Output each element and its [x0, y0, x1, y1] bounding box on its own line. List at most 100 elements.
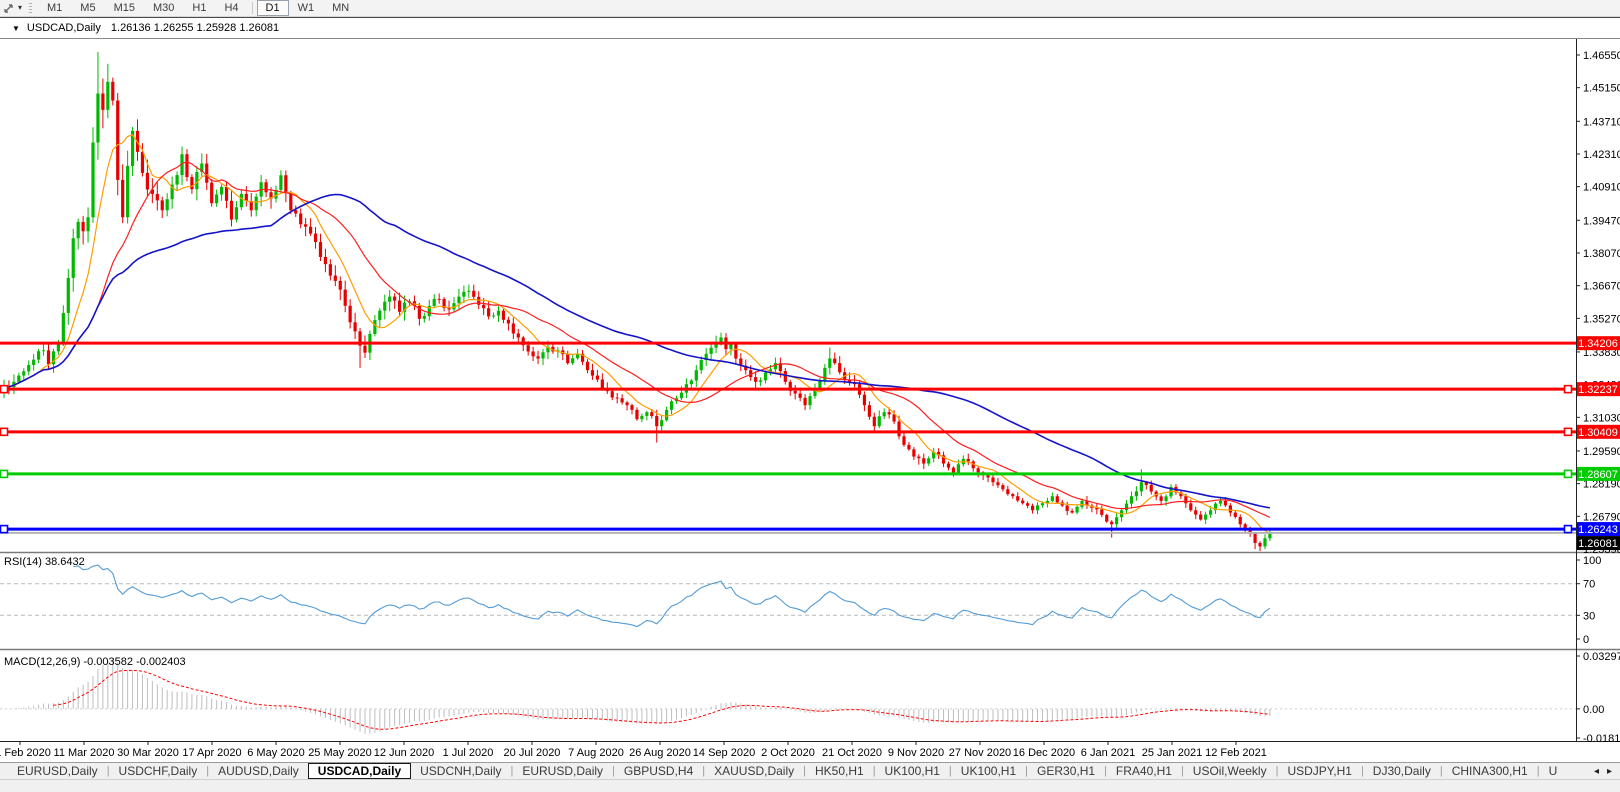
chart-tab-ger30-h1[interactable]: GER30,H1: [1037, 763, 1096, 778]
svg-text:26 Aug 2020: 26 Aug 2020: [629, 747, 691, 759]
chart-tab-hk50-h1[interactable]: HK50,H1: [814, 763, 864, 778]
cursor-tool-icon[interactable]: [3, 2, 17, 14]
tab-scroll-left-button[interactable]: ◂: [1593, 765, 1599, 777]
tab-separator: |: [510, 765, 514, 777]
chart-tab-eurusd-daily[interactable]: EURUSD,Daily: [522, 763, 604, 778]
tab-separator: |: [1360, 765, 1364, 777]
chart-tab-usdcnh-daily[interactable]: USDCNH,Daily: [420, 763, 502, 778]
hline-handle[interactable]: [0, 384, 9, 394]
macd-label: MACD(12,26,9) -0.003582 -0.002403: [4, 656, 186, 668]
svg-text:25 May 2020: 25 May 2020: [308, 747, 372, 759]
svg-text:1.43710: 1.43710: [1583, 116, 1620, 128]
svg-text:17 Apr 2020: 17 Apr 2020: [182, 747, 241, 759]
rsi-label: RSI(14) 38.6432: [4, 556, 85, 568]
svg-text:1.39470: 1.39470: [1583, 215, 1620, 227]
hline-handle[interactable]: [1563, 469, 1573, 479]
svg-text:20 Jul 2020: 20 Jul 2020: [504, 747, 561, 759]
hline-handle[interactable]: [0, 524, 9, 534]
svg-text:1.45150: 1.45150: [1583, 83, 1620, 95]
svg-text:21 Oct 2020: 21 Oct 2020: [822, 747, 882, 759]
svg-text:1 Jul 2020: 1 Jul 2020: [443, 747, 494, 759]
svg-text:27 Nov 2020: 27 Nov 2020: [949, 747, 1011, 759]
chart-tab-eurusd-daily[interactable]: EURUSD,Daily: [17, 763, 98, 778]
svg-text:0: 0: [1583, 634, 1589, 646]
chart-tabs: EURUSD,Daily | USDCHF,Daily | AUDUSD,Daily US…: [0, 763, 1586, 780]
svg-text:-0.018154: -0.018154: [1583, 733, 1620, 745]
svg-text:1.46550: 1.46550: [1583, 50, 1620, 62]
tab-separator: |: [206, 765, 210, 777]
tab-scroll-arrows: ◂ ▸: [1586, 766, 1620, 777]
price-tag-1.32237: 1.32237: [1577, 382, 1620, 397]
svg-text:1.26790: 1.26790: [1583, 511, 1620, 523]
timeframe-button-M15[interactable]: M15: [113, 2, 135, 14]
timeframe-buttons: M1 M5 M15 M30 H1 H4 D1 W1 MN: [38, 0, 358, 16]
tab-separator: |: [106, 765, 110, 777]
tab-separator: |: [872, 765, 876, 777]
svg-text:1.30409: 1.30409: [1578, 427, 1618, 439]
chart-tab-dj30-daily[interactable]: DJ30,Daily: [1372, 763, 1431, 778]
hline-handle[interactable]: [1563, 524, 1573, 534]
tab-separator: |: [1439, 765, 1443, 777]
chart-tab-usdjpy-h1[interactable]: USDJPY,H1: [1287, 763, 1352, 778]
svg-text:2 Oct 2020: 2 Oct 2020: [761, 747, 815, 759]
timeframe-button-M5[interactable]: M5: [80, 2, 96, 14]
timeframe-button-W1[interactable]: W1: [297, 2, 315, 14]
chart-tab-uk100-h1[interactable]: UK100,H1: [884, 763, 940, 778]
svg-text:1.28607: 1.28607: [1578, 469, 1618, 481]
tab-separator: |: [1025, 765, 1029, 777]
tab-separator: |: [702, 765, 706, 777]
cursor-tool-dropdown-icon[interactable]: ▾: [18, 3, 23, 12]
tab-separator: |: [1536, 765, 1540, 777]
timeframe-button-H4[interactable]: H4: [224, 2, 239, 14]
chart-tab-fra40-h1[interactable]: FRA40,H1: [1115, 763, 1172, 778]
chart-tab-xauusd-daily[interactable]: XAUUSD,Daily: [714, 763, 795, 778]
chart-tab-usdchf-daily[interactable]: USDCHF,Daily: [118, 763, 198, 778]
price-tag-1.34206: 1.34206: [1577, 336, 1620, 351]
chart-tab-china300-h1[interactable]: CHINA300,H1: [1451, 763, 1528, 778]
svg-text:6 Jan 2021: 6 Jan 2021: [1081, 747, 1135, 759]
chart-header: ▼ USDCAD,Daily 1.26136 1.26255 1.25928 1…: [12, 22, 279, 34]
timeframe-button-H1[interactable]: H1: [192, 2, 207, 14]
hline-handle[interactable]: [1563, 384, 1573, 394]
svg-text:25 Jan 2021: 25 Jan 2021: [1142, 747, 1203, 759]
svg-text:1.26081: 1.26081: [1578, 538, 1618, 550]
current-price-tag: 1.26081: [1577, 536, 1620, 551]
svg-text:1.40910: 1.40910: [1583, 182, 1620, 194]
chart-tab-audusd-daily[interactable]: AUDUSD,Daily: [218, 763, 299, 778]
hline-handle[interactable]: [0, 469, 9, 479]
chart-tab-u[interactable]: U: [1548, 763, 1558, 778]
svg-text:1.42310: 1.42310: [1583, 149, 1620, 161]
toolbar-grip[interactable]: [29, 2, 33, 14]
svg-text:1.38070: 1.38070: [1583, 248, 1620, 260]
tab-scroll-right-button[interactable]: ▸: [1606, 765, 1612, 777]
chart-symbol-label: USDCAD,Daily: [26, 22, 101, 34]
timeframe-button-MN[interactable]: MN: [332, 2, 350, 14]
price-chart: RSI(14) 38.6432 MACD(12,26,9) -0.003582 -…: [0, 18, 1620, 762]
chart-window: ▼ USDCAD,Daily 1.26136 1.26255 1.25928 1…: [0, 17, 1620, 762]
ma-fast-line: [8, 134, 1271, 534]
chart-ohlc-values: 1.26136 1.26255 1.25928 1.26081: [110, 22, 280, 34]
tab-separator: |: [948, 765, 952, 777]
tab-separator: |: [1104, 765, 1107, 777]
chart-tab-usdcad-daily[interactable]: USDCAD,Daily: [307, 763, 412, 779]
chart-tab-uk100-h1[interactable]: UK100,H1: [960, 763, 1017, 778]
chart-tab-gbpusd-h4[interactable]: GBPUSD,H4: [623, 763, 694, 778]
ma-slow-line: [8, 193, 1271, 509]
chart-collapse-icon[interactable]: ▼: [12, 23, 20, 33]
svg-text:1.35270: 1.35270: [1583, 313, 1620, 325]
hline-handle[interactable]: [0, 427, 9, 437]
hline-handle[interactable]: [1563, 427, 1573, 437]
tab-separator: |: [803, 765, 806, 777]
macd-signal-line: [53, 669, 1270, 730]
svg-text:11 Mar 2020: 11 Mar 2020: [54, 747, 115, 759]
svg-text:9 Nov 2020: 9 Nov 2020: [888, 747, 944, 759]
timeframe-button-M1[interactable]: M1: [47, 2, 63, 14]
price-tag-1.28607: 1.28607: [1577, 466, 1620, 481]
chart-tab-usoil-weekly[interactable]: USOil,Weekly: [1192, 763, 1267, 778]
timeframe-button-M30[interactable]: M30: [152, 2, 175, 14]
svg-text:1.28190: 1.28190: [1583, 479, 1620, 491]
timeframe-button-D1[interactable]: D1: [256, 0, 289, 16]
svg-text:30: 30: [1583, 610, 1595, 622]
